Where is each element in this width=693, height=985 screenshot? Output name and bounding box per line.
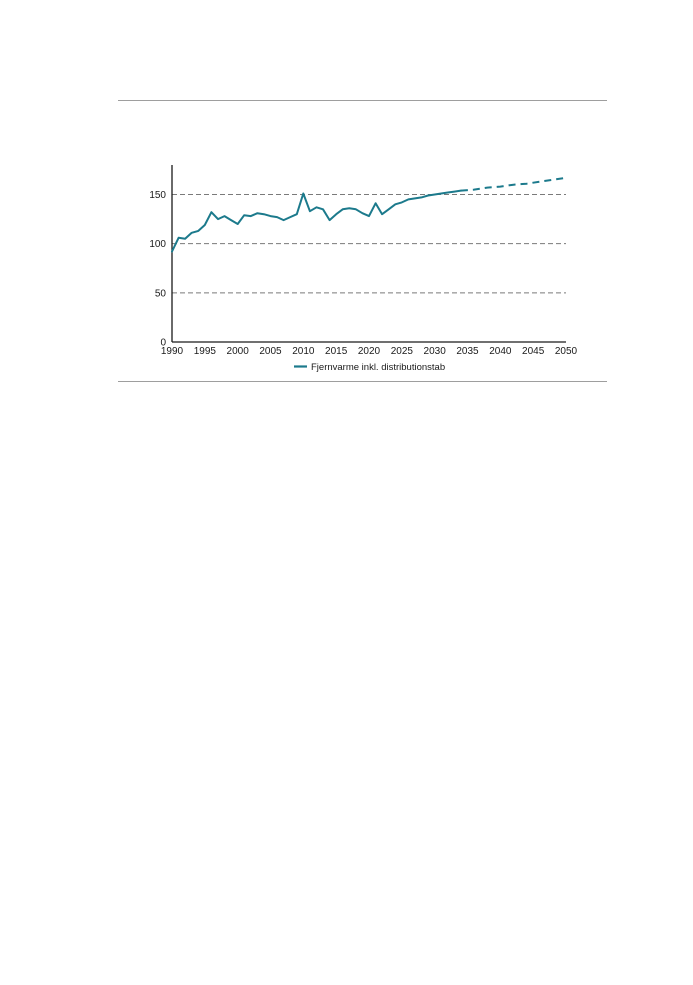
bottom-divider — [118, 381, 607, 382]
y-tick-label: 100 — [149, 239, 166, 250]
x-tick-label: 1995 — [194, 346, 217, 357]
x-tick-label: 2040 — [489, 346, 512, 357]
x-tick-label: 2005 — [259, 346, 282, 357]
axes — [171, 165, 566, 343]
y-tick-label: 150 — [149, 190, 166, 201]
x-tick-label: 2000 — [227, 346, 250, 357]
legend: Fjernvarme inkl. distributionstab — [294, 362, 445, 373]
x-tick-label: 2020 — [358, 346, 381, 357]
gridlines — [172, 194, 566, 294]
x-tick-label: 2035 — [456, 346, 479, 357]
top-divider — [118, 100, 607, 101]
y-tick-label: 50 — [155, 288, 167, 299]
y-tick-label: 0 — [160, 338, 166, 349]
x-tick-label: 2010 — [292, 346, 315, 357]
x-tick-label: 2015 — [325, 346, 348, 357]
x-tick-label: 2030 — [424, 346, 447, 357]
x-tick-label: 2025 — [391, 346, 414, 357]
series-line-projection — [460, 176, 567, 192]
x-tick-label: 1990 — [161, 346, 184, 357]
x-tick-label: 2050 — [555, 346, 578, 357]
series-group — [171, 176, 567, 253]
legend-label: Fjernvarme inkl. distributionstab — [311, 362, 445, 373]
x-tick-label: 2045 — [522, 346, 545, 357]
series-line-historical — [171, 189, 462, 253]
line-chart: 0 50 100 150 1990 1995 2000 2005 2010 2015 2020 20… — [149, 165, 578, 373]
y-axis-ticks: 0 50 100 150 — [149, 190, 166, 349]
x-axis-ticks: 1990 1995 2000 2005 2010 2015 2020 2025 2030 2035… — [161, 346, 578, 357]
